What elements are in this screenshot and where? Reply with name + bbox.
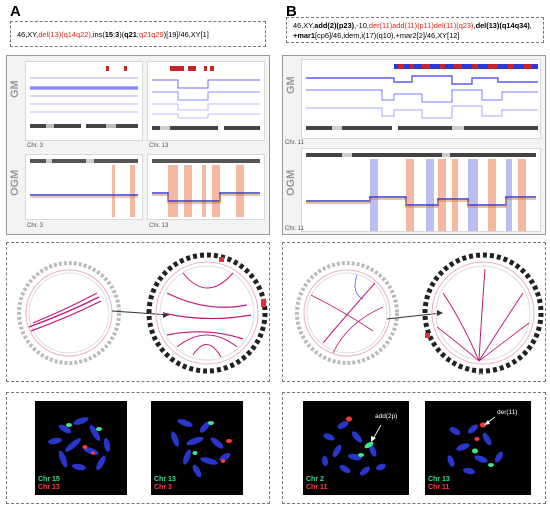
fish-label: Chr 13 Chr 3 [154,476,176,492]
ogm-plot-chr11-graphic [306,153,536,231]
ogm-chr-label: Chr. 11 [285,226,304,232]
fish-image-b1-graphic [321,416,386,476]
gm-plot-chr11-graphic [306,64,538,130]
gm-plot-chr11 [301,59,541,139]
fish-red-label: Chr 11 [306,484,328,491]
karyo-text: 46,XY, [293,21,315,30]
gm-plot-chr3 [25,61,143,141]
panel-b-letter: B [286,3,297,20]
karyo-text: ,ins( [90,30,105,39]
circos-plot-b2 [422,252,544,374]
circos-plot-b1 [295,261,399,365]
gm-chr-label: Chr. 11 [285,140,304,146]
karyo-text: q21q29 [138,30,164,39]
panel-b-karyotype: 46,XY,add(2)(p23),-10,der(11)add(11)(p11… [286,17,544,43]
karyo-text: del(13)(q14q34) [475,21,530,30]
fish-image-b2: der(11) Chr 13 Chr 11 [425,401,531,495]
panel-a-circos-box [6,242,270,382]
fish-label: Chr 15 Chr 13 [38,476,60,492]
fish-image-a2-graphic [171,419,232,478]
fish-image-a1: Chr 15 Chr 13 [35,401,127,495]
fish-image-b2-graphic [447,416,503,475]
fish-red-label: Chr 13 [38,484,60,491]
karyo-text: add(2)(p23) [314,21,355,30]
ogm-plot-chr3-graphic [30,159,138,217]
karyo-text: )[19]/46,XY[1] [163,30,209,39]
fish-image-b1: add(2p) Chr 2 Chr 11 [303,401,409,495]
karyo-text: [cp6]/46,idem,i(17)(q10),+mar2[2]/46,XY[… [314,31,460,40]
karyo-text: ; [136,30,139,39]
panel-b-circos-box: 11 [282,242,546,382]
panel-b-fish-box: add(2p) Chr 2 Chr 11 der(11) Chr 13 Chr … [282,392,546,504]
karyo-text: 3 [115,30,120,39]
karyo-text: 15 [104,30,114,39]
gm-label: GM [285,76,297,94]
circos-plot-a1 [17,261,121,365]
ogm-chr-label: Chr. 3 [27,223,44,229]
ogm-plot-chr3 [25,154,143,220]
karyo-line-1: 46,XY,add(2)(p23),-10,der(11)add(11)(p11… [293,21,537,31]
ogm-plot-chr13 [147,154,265,220]
karyo-line-2: +mar1[cp6]/46,idem,i(17)(q10),+mar2[2]/4… [293,31,537,41]
karyo-text: q21 [124,30,137,39]
fish-image-a1-graphic [48,417,111,471]
panel-b-circos-graphic [295,252,544,374]
fish-red-label: Chr 3 [154,484,172,491]
ogm-label: OGM [285,169,297,196]
fish-red-label: Chr 11 [428,484,450,491]
ogm-label: OGM [9,169,21,196]
gm-plot-chr3-graphic [30,66,138,128]
gm-chr-label: Chr. 3 [27,143,44,149]
fish-image-a2: Chr 13 Chr 3 [151,401,243,495]
fish-green-label: Chr 15 [38,476,60,483]
karyo-text: der(11)add(11)(p11)del(11)(q23) [368,21,474,30]
gm-plot-chr13 [147,61,265,141]
fish-annotation: add(2p) [375,413,398,420]
gm-label: GM [9,80,21,98]
karyo-text: )( [119,30,125,39]
karyo-text: +mar1 [293,31,315,40]
ogm-chr-label: Chr. 13 [149,223,169,229]
fish-green-label: Chr 13 [154,476,176,483]
gm-chr-label: Chr. 13 [149,143,169,149]
ogm-plot-chr11 [301,148,541,232]
panel-b-gm-ogm-box: GM OGM Chr. 11 [282,55,546,235]
panel-a-karyotype: 46,XY,del(13)(q14q22),ins(15;3)(q21;q21q… [10,21,266,47]
fish-green-label: Chr 13 [428,476,450,483]
gm-plot-chr13-graphic [152,66,260,130]
fish-label: Chr 2 Chr 11 [306,476,327,492]
fish-annotation: der(11) [497,409,518,416]
fish-green-label: Chr 2 [306,476,324,483]
karyo-text: , [529,21,532,30]
karyo-text: del(13)(q14q22) [38,30,91,39]
panel-a-fish-box: Chr 15 Chr 13 Chr 13 Chr 3 [6,392,270,504]
karyo-text: ; [113,30,116,39]
karyo-text: 46,XY, [17,30,39,39]
panel-a-circos-graphic [17,252,268,374]
panel-a-letter: A [10,3,21,20]
karyo-text: ,-10, [354,21,369,30]
circos-chr-label: 11 [478,371,484,377]
circos-plot-a2 [146,252,268,374]
panel-a-gm-ogm-box: GM OGM Chr. 3 [6,55,270,235]
karyo-text: , [473,21,476,30]
fish-label: Chr 13 Chr 11 [428,476,450,492]
ogm-plot-chr13-graphic [152,159,260,217]
